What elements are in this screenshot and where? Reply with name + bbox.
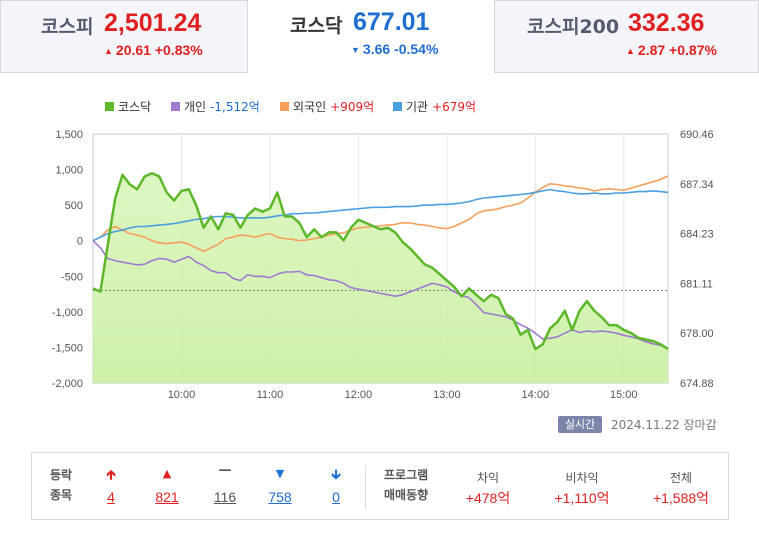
legend-name: 외국인: [293, 100, 326, 114]
limit-up-arrow-icon: 🡱: [106, 468, 116, 483]
y-left-tick-label: -1,500: [52, 342, 83, 354]
program-nonarbitrage-value: +1,110억: [554, 490, 610, 506]
chart-legend: 코스닥 개인 -1,512억 외국인 +909억 기관 +679억: [105, 100, 476, 114]
up-triangle-icon: ▲: [104, 46, 113, 56]
y-right-tick-label: 690.46: [680, 129, 714, 141]
down-count[interactable]: 758: [268, 489, 292, 505]
legend-item-individual: 개인 -1,512억: [184, 100, 260, 114]
index-tabs: 코스피 2,501.24 ▲ 20.61 +0.83% 코스닥 677.01 ▼ 3…: [0, 0, 759, 73]
y-axis-left: 1,500 1,000 500 0 -500 -1,000 -1,500 -2,000: [52, 129, 83, 390]
tab-kosdaq[interactable]: 코스닥 677.01 ▼ 3.66 -0.54%: [248, 0, 494, 73]
institution-line: [92, 188, 669, 242]
x-tick-label: 14:00: [522, 389, 550, 401]
tab-kospi200-value: 332.36: [628, 9, 705, 37]
up-triangle-icon: ▲: [162, 467, 172, 480]
program-total-value: +1,588억: [652, 490, 710, 506]
tab-kospi-value: 2,501.24: [104, 9, 202, 37]
breadth-label-line2: 종목: [50, 488, 73, 502]
legend-name: 개인: [184, 100, 206, 114]
x-tick-label: 13:00: [433, 389, 461, 401]
x-tick-label: 12:00: [345, 389, 373, 401]
legend-name: 기관: [406, 100, 428, 114]
legend-value: +679억: [432, 100, 476, 114]
market-close-date: 2024.11.22 장마감: [611, 418, 717, 432]
foreign-line: [92, 175, 669, 253]
tab-kospi200-name: 코스피200: [527, 16, 620, 38]
breadth-label: 등락 종목: [50, 465, 72, 505]
legend-item-foreign: 외국인 +909억: [293, 100, 374, 114]
program-label: 프로그램 매매동향: [384, 465, 428, 505]
kosdaq-area-fill: [93, 173, 668, 383]
tab-kospi200[interactable]: 코스피200 332.36 ▲ 2.87 +0.87%: [494, 0, 759, 73]
down-triangle-icon: ▼: [351, 45, 360, 55]
legend-swatch-institution: [393, 102, 402, 111]
tab-kospi-change: ▲ 20.61 +0.83%: [104, 42, 203, 58]
y-left-tick-label: 500: [65, 200, 83, 212]
legend-item-kosdaq: 코스닥: [118, 100, 151, 114]
kosdaq-line: [92, 172, 669, 351]
legend-name: 코스닥: [118, 100, 151, 114]
intraday-chart: 코스닥 개인 -1,512억 외국인 +909억 기관 +679억 1,500 1,000 50…: [52, 100, 714, 401]
market-summary-box: 등락 종목 🡱 ▲ — ▼ 🡳 4 821 116 758 0 프로그램 매매동…: [31, 452, 729, 520]
tab-kosdaq-change-text: 3.66 -0.54%: [362, 41, 439, 57]
x-tick-label: 15:00: [610, 389, 638, 401]
y-left-tick-label: -1,000: [52, 307, 83, 319]
tab-kospi200-change-text: 2.87 +0.87%: [637, 42, 717, 58]
legend-swatch-individual: [171, 102, 180, 111]
tab-kospi200-change: ▲ 2.87 +0.87%: [626, 42, 717, 58]
limit-down-arrow-icon: 🡳: [331, 468, 341, 483]
down-triangle-icon: ▼: [275, 467, 285, 480]
up-triangle-icon: ▲: [626, 46, 635, 56]
x-tick-label: 10:00: [168, 389, 196, 401]
y-left-tick-label: 0: [77, 236, 83, 248]
y-axis-right: 690.46 687.34 684.23 681.11 678.00 674.88: [680, 129, 714, 390]
y-right-tick-label: 687.34: [680, 179, 714, 191]
program-label-line2: 매매동향: [384, 488, 429, 502]
series-lines: [92, 172, 669, 351]
realtime-badge[interactable]: 실시간: [558, 416, 602, 433]
tab-kosdaq-value: 677.01: [353, 8, 430, 36]
tab-kosdaq-change: ▼ 3.66 -0.54%: [351, 41, 438, 57]
limit-up-count[interactable]: 4: [107, 489, 115, 505]
y-right-tick-label: 678.00: [680, 328, 714, 340]
program-label-line1: 프로그램: [384, 468, 429, 482]
legend-value: -1,512억: [210, 100, 260, 114]
y-right-tick-label: 684.23: [680, 229, 714, 241]
x-tick-label: 11:00: [257, 389, 284, 401]
program-arbitrage-label: 차익: [476, 471, 500, 485]
y-left-tick-label: 1,000: [55, 165, 83, 177]
legend-swatch-kosdaq: [105, 102, 114, 111]
breadth-label-line1: 등락: [50, 468, 73, 482]
y-left-tick-label: -500: [61, 271, 83, 283]
y-left-tick-label: 1,500: [55, 129, 83, 141]
divider: [365, 465, 366, 509]
flat-dash-icon: —: [218, 463, 232, 478]
program-arbitrage-value: +478억: [465, 490, 511, 506]
y-right-tick-label: 674.88: [680, 378, 714, 390]
y-right-tick-label: 681.11: [680, 278, 713, 290]
flat-count[interactable]: 116: [213, 489, 237, 505]
tab-kospi-name: 코스피: [41, 16, 94, 38]
legend-item-institution: 기관 +679억: [406, 100, 476, 114]
tab-kospi[interactable]: 코스피 2,501.24 ▲ 20.61 +0.83%: [0, 0, 248, 73]
y-left-tick-label: -2,000: [52, 378, 83, 390]
program-total-label: 전체: [669, 471, 693, 485]
up-count[interactable]: 821: [155, 489, 179, 505]
tab-kosdaq-name: 코스닥: [290, 15, 343, 37]
limit-down-count[interactable]: 0: [332, 489, 340, 505]
legend-value: +909억: [330, 100, 374, 114]
legend-swatch-foreign: [280, 102, 289, 111]
program-nonarbitrage-label: 비차익: [565, 471, 599, 485]
x-axis: 10:00 11:00 12:00 13:00 14:00 15:00: [168, 389, 638, 401]
tab-kospi-change-text: 20.61 +0.83%: [115, 42, 203, 58]
